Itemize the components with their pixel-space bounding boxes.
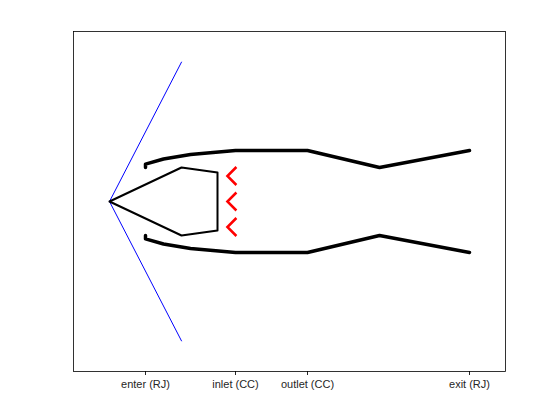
svg-text:outlet (CC): outlet (CC) xyxy=(281,378,334,390)
svg-text:inlet (CC): inlet (CC) xyxy=(212,378,258,390)
svg-text:enter (RJ): enter (RJ) xyxy=(121,378,170,390)
svg-text:exit (RJ): exit (RJ) xyxy=(449,378,490,390)
